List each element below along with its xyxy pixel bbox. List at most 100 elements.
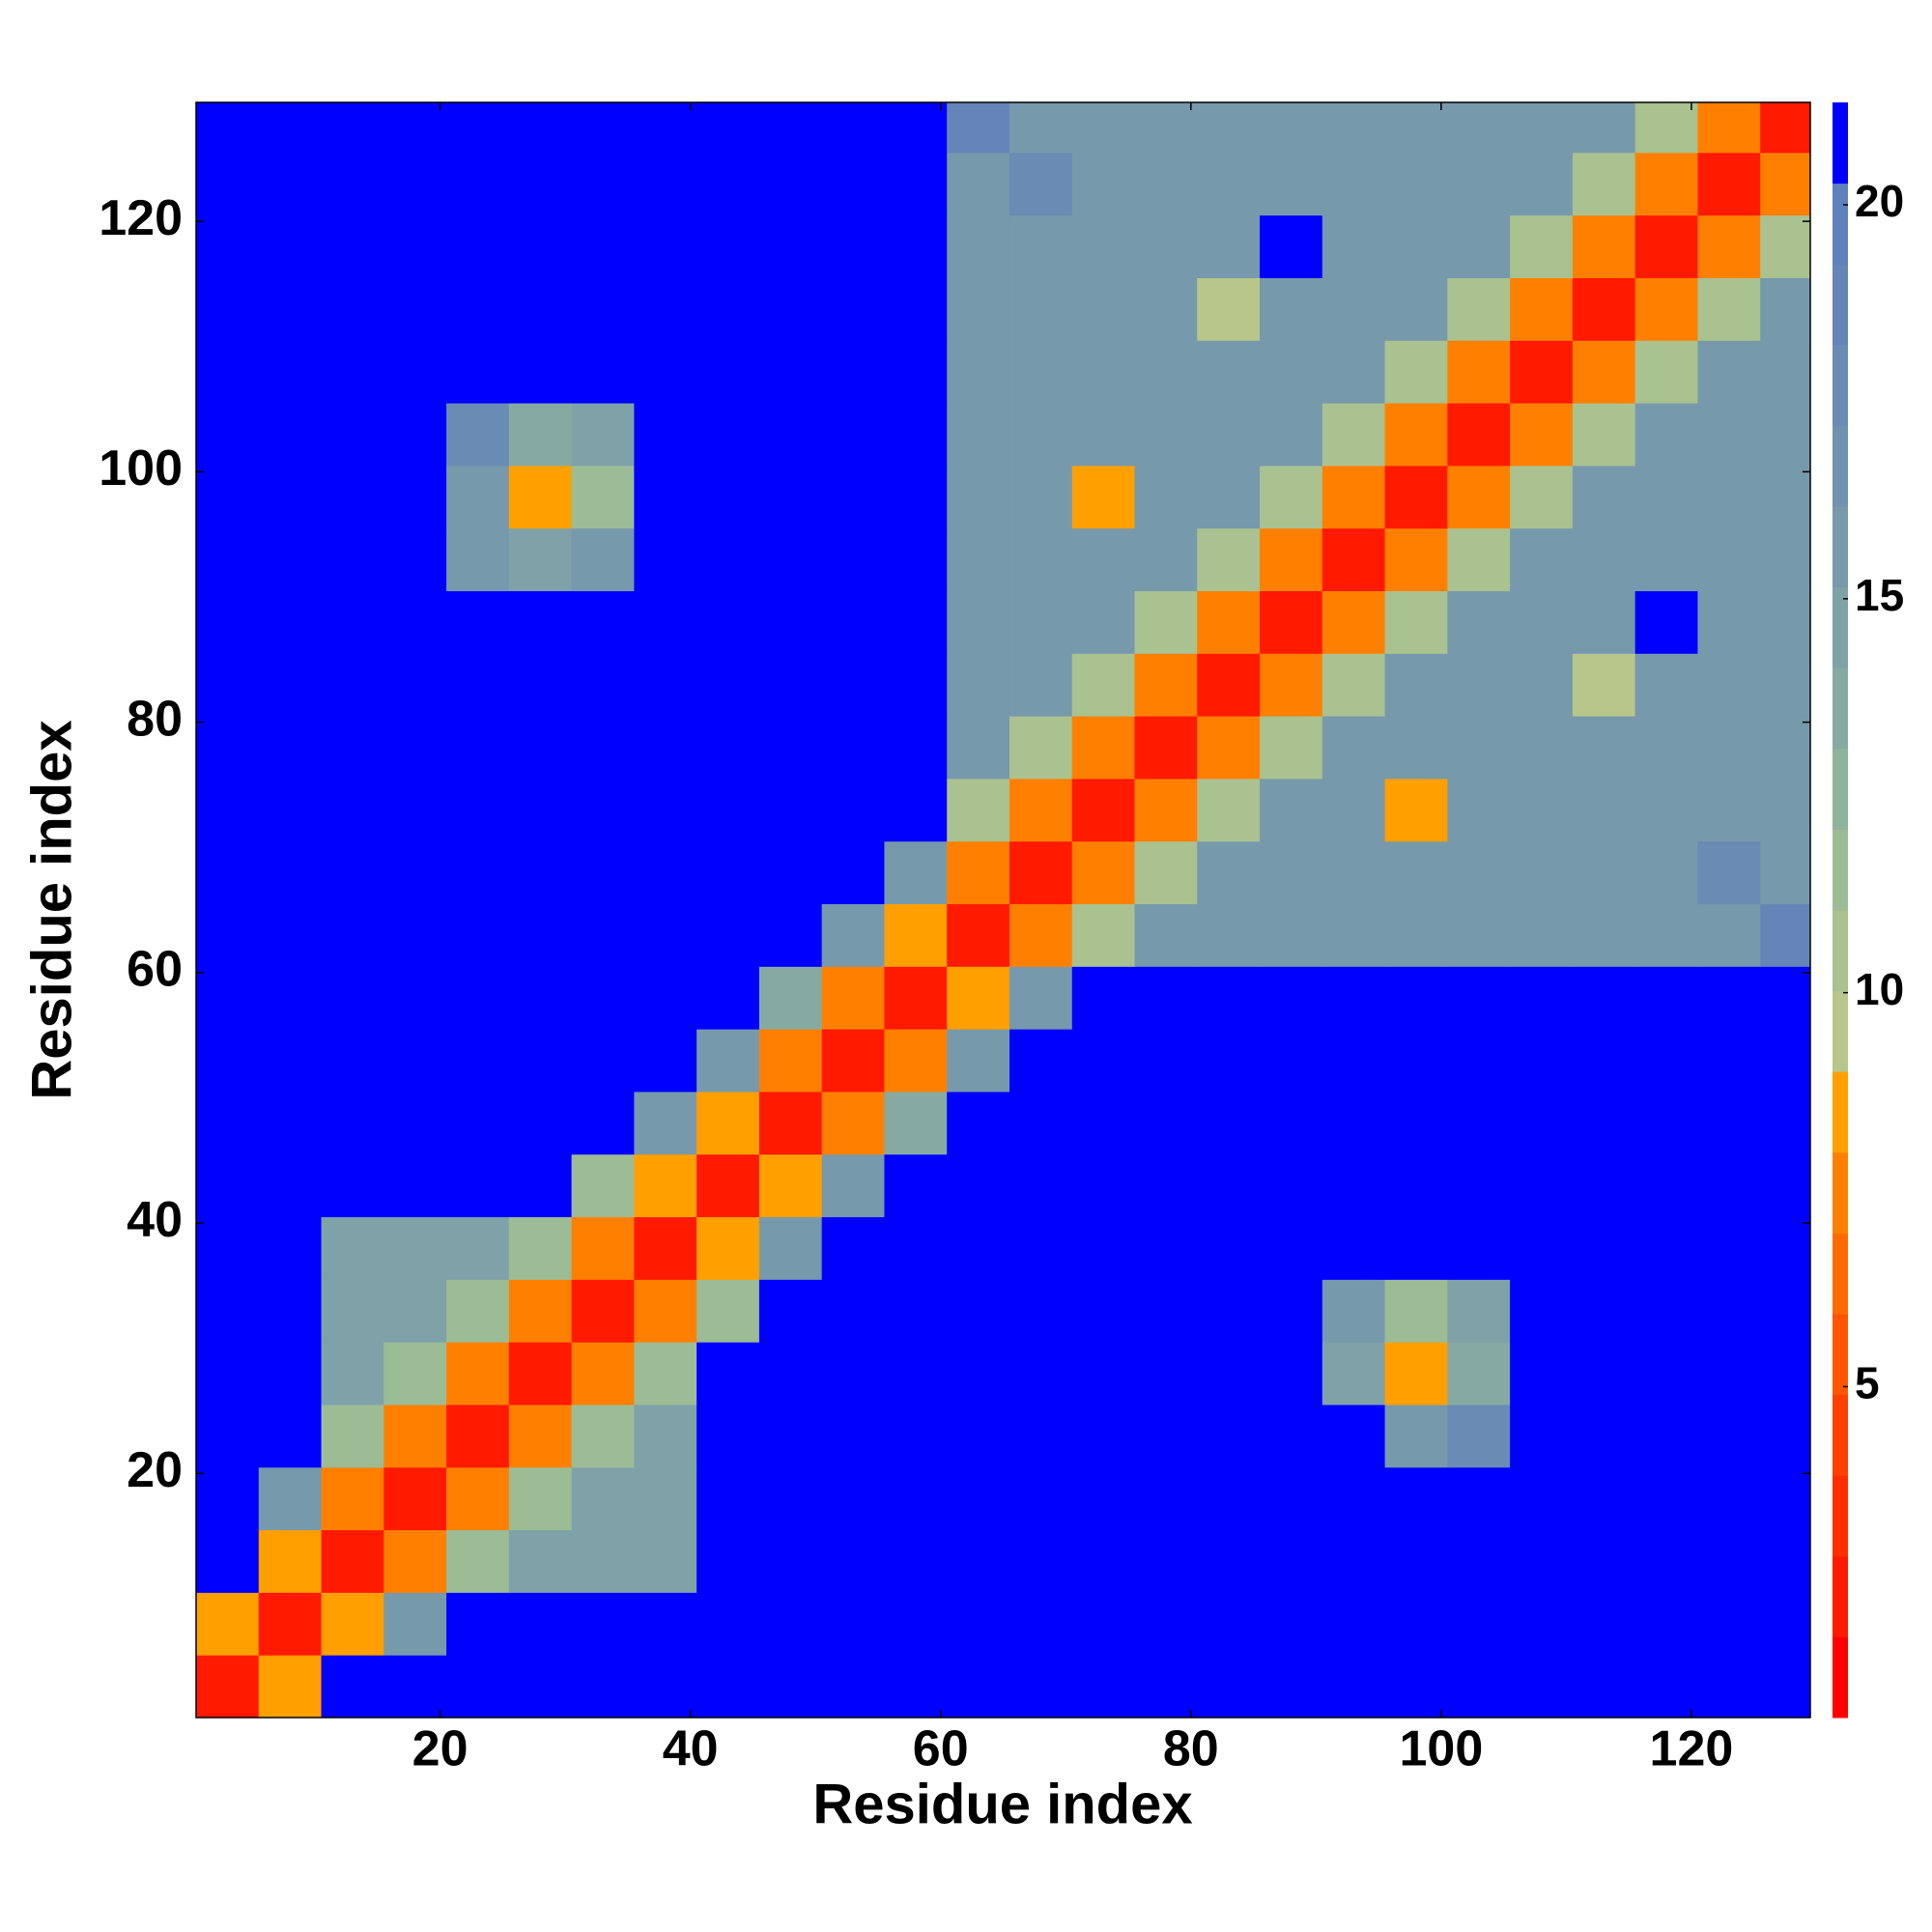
heatmap-cell [1572, 527, 1636, 591]
heatmap-cell [634, 1404, 697, 1468]
heatmap-cell [1134, 1216, 1198, 1280]
heatmap-cell [696, 1466, 760, 1531]
heatmap-cell [446, 1655, 510, 1719]
heatmap-cell [571, 340, 635, 404]
heatmap-cell [384, 1655, 447, 1719]
heatmap-cell [821, 1153, 885, 1218]
heatmap-cell [258, 1592, 323, 1656]
heatmap-cell [884, 1466, 948, 1531]
heatmap-cell [1634, 1153, 1698, 1218]
heatmap-cell [508, 403, 573, 467]
heatmap-cell [321, 1404, 384, 1468]
heatmap-cell [508, 1342, 573, 1406]
heatmap-cell [1071, 590, 1136, 654]
heatmap-cell [1384, 1216, 1448, 1280]
heatmap-cell [1009, 840, 1073, 905]
heatmap-cell [446, 152, 510, 216]
heatmap-cell [1697, 102, 1761, 154]
heatmap-cell [258, 1404, 323, 1468]
heatmap-cell [1634, 653, 1698, 717]
heatmap-cell [947, 1592, 1010, 1656]
heatmap-cell [1321, 966, 1386, 1030]
heatmap-cell [884, 1655, 948, 1719]
heatmap-cell [1134, 1529, 1198, 1593]
x-tick-label: 120 [1650, 1721, 1734, 1777]
heatmap-cell [1634, 277, 1698, 341]
heatmap-cell [1134, 152, 1198, 216]
heatmap-cell [1760, 1529, 1811, 1593]
heatmap-cell [1260, 403, 1323, 467]
heatmap-cell [321, 1029, 384, 1093]
heatmap-cell [1447, 102, 1511, 154]
heatmap-cell [947, 1091, 1010, 1155]
heatmap-cell [696, 152, 760, 216]
heatmap-cell [758, 1216, 823, 1280]
heatmap-cell [1071, 653, 1136, 717]
heatmap-cell [258, 716, 323, 780]
heatmap-cell [1697, 214, 1761, 278]
heatmap-cell [634, 1466, 697, 1531]
heatmap-cell [1697, 716, 1761, 780]
heatmap-cell [384, 152, 447, 216]
heatmap-cell [1260, 1655, 1323, 1719]
heatmap-cell [571, 1342, 635, 1406]
heatmap-cell [196, 840, 260, 905]
heatmap-cell [321, 1466, 384, 1531]
heatmap-cell [1134, 403, 1198, 467]
heatmap-cell [634, 1342, 697, 1406]
heatmap-cell [196, 716, 260, 780]
heatmap-cell [258, 966, 323, 1030]
heatmap-cell [1321, 340, 1386, 404]
x-tick-label: 80 [1163, 1721, 1219, 1777]
heatmap-cell [1634, 1029, 1698, 1093]
heatmap-cell [1197, 214, 1261, 278]
heatmap-cell [821, 527, 885, 591]
heatmap-cell [446, 840, 510, 905]
heatmap-cell [1447, 653, 1511, 717]
heatmap-cell [1634, 1404, 1698, 1468]
heatmap-cell [884, 214, 948, 278]
heatmap-cell [758, 1029, 823, 1093]
heatmap-cell [1572, 1404, 1636, 1468]
heatmap-cell [758, 653, 823, 717]
heatmap-cell [884, 590, 948, 654]
heatmap-cell [696, 1091, 760, 1155]
heatmap-cell [1697, 966, 1761, 1030]
heatmap-cell [1634, 1091, 1698, 1155]
heatmap-cell [508, 590, 573, 654]
heatmap-cell [1260, 340, 1323, 404]
heatmap-cell [1134, 1592, 1198, 1656]
heatmap-cell [196, 102, 260, 154]
heatmap-cell [1697, 903, 1761, 967]
heatmap-cell [821, 1592, 885, 1656]
heatmap-cell [571, 840, 635, 905]
heatmap-cell [321, 840, 384, 905]
heatmap-cell [384, 966, 447, 1030]
x-tick-label: 20 [412, 1721, 469, 1777]
heatmap-cell [1260, 1216, 1323, 1280]
heatmap-cell [1447, 1029, 1511, 1093]
heatmap-cell [634, 340, 697, 404]
colorbar-band [1833, 829, 1848, 911]
heatmap-cell [1071, 465, 1136, 529]
y-tick-label: 60 [127, 942, 183, 998]
heatmap-cell [821, 1029, 885, 1093]
heatmap-cell [947, 1342, 1010, 1406]
heatmap-cell [446, 1404, 510, 1468]
heatmap-cell [1510, 465, 1574, 529]
heatmap-cell [758, 590, 823, 654]
heatmap-cell [696, 966, 760, 1030]
heatmap-cell [634, 1216, 697, 1280]
heatmap-cell [947, 102, 1010, 154]
heatmap-cell [1510, 590, 1574, 654]
heatmap-cell [258, 277, 323, 341]
heatmap-cell [196, 214, 260, 278]
heatmap-cell [321, 903, 384, 967]
heatmap-cell [1447, 1342, 1511, 1406]
heatmap-cell [1634, 102, 1698, 154]
heatmap-cell [1197, 1655, 1261, 1719]
heatmap-cell [1197, 1091, 1261, 1155]
heatmap-cell [696, 1342, 760, 1406]
heatmap-cell [821, 716, 885, 780]
heatmap-cell [1071, 152, 1136, 216]
